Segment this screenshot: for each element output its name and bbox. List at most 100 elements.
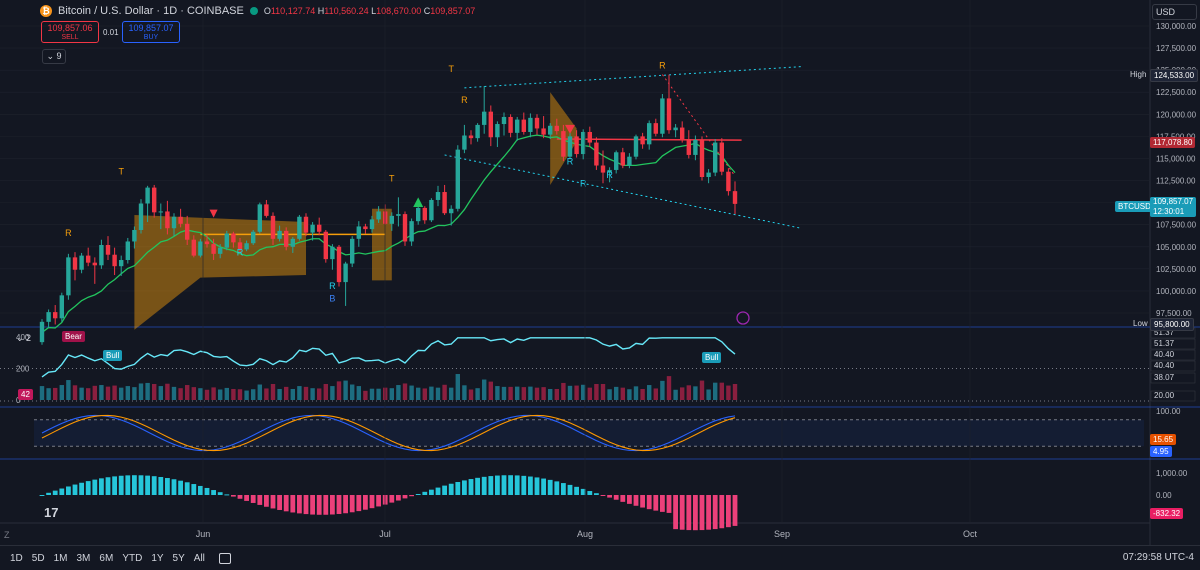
candle-body — [462, 135, 467, 150]
volume-bar — [343, 380, 348, 400]
time-label: Sep — [774, 529, 790, 539]
candle-body — [396, 214, 401, 216]
range-1m[interactable]: 1M — [53, 552, 68, 564]
candle-body — [343, 263, 348, 283]
upper-trendline — [464, 66, 802, 89]
candle-body — [482, 111, 487, 125]
candle-body — [627, 156, 632, 166]
volume-bar — [693, 386, 698, 400]
macd-tag: -832.32 — [1150, 508, 1184, 519]
range-ytd[interactable]: YTD — [122, 552, 143, 564]
calendar-icon[interactable] — [218, 552, 231, 564]
range-5d[interactable]: 5D — [31, 552, 45, 564]
macd-bar — [270, 495, 276, 509]
macd-bar — [422, 491, 428, 495]
volume-bar — [521, 387, 526, 400]
symbol-title[interactable]: Bitcoin / U.S. Dollar · 1D · COINBASE — [58, 5, 244, 17]
macd-bar — [706, 495, 711, 530]
range-3m[interactable]: 3M — [76, 552, 91, 564]
macd-bar — [732, 495, 738, 526]
candle-body — [376, 211, 381, 220]
volume-bar — [204, 389, 210, 400]
candle-body — [673, 127, 678, 131]
candle-body — [409, 221, 414, 242]
volume-bar — [719, 382, 724, 400]
range-1y[interactable]: 1Y — [151, 552, 164, 564]
macd-bar — [165, 478, 170, 495]
volume-bar — [132, 387, 137, 400]
volume-bar — [356, 386, 361, 400]
macd-bar — [468, 479, 474, 495]
signal-marker: R — [580, 179, 587, 189]
down-trendline — [661, 74, 736, 177]
candle-body — [594, 142, 599, 166]
volume-bar — [620, 387, 625, 400]
macd-bar — [290, 495, 296, 513]
macd-bar — [679, 495, 685, 530]
volume-bar — [713, 382, 718, 400]
range-all[interactable]: All — [193, 552, 205, 564]
range-6m[interactable]: 6M — [99, 552, 114, 564]
currency-select[interactable]: USD — [1152, 4, 1197, 20]
macd-bar — [600, 495, 606, 496]
macd-bar — [646, 495, 652, 510]
candle-body — [600, 165, 606, 173]
candle-body — [515, 119, 520, 133]
macd-bar — [409, 495, 414, 497]
candle-body — [468, 135, 474, 139]
macd-bar — [389, 495, 395, 503]
stoch-d-line — [41, 414, 736, 452]
bottom-toolbar: 1D 5D 1M 3M 6M YTD 1Y 5Y All 07:29:58 UT… — [0, 545, 1200, 570]
volume-bar — [171, 386, 177, 400]
macd-bar — [66, 486, 71, 495]
volume-bar — [581, 384, 586, 400]
indicators-toggle[interactable]: ⌄ 9 — [42, 49, 66, 64]
stoch-k-line — [41, 414, 736, 452]
volume-bar — [303, 386, 309, 400]
macd-bar — [138, 475, 144, 495]
candle-body — [402, 214, 408, 242]
macd-bar — [541, 478, 546, 495]
volume-bar — [231, 388, 236, 400]
candle-body — [204, 241, 210, 245]
signal-marker: R — [237, 248, 244, 258]
volume-bar — [666, 376, 672, 400]
macd-bar — [191, 484, 197, 495]
range-5y[interactable]: 5Y — [172, 552, 185, 564]
macd-bar — [376, 495, 381, 507]
candle-body — [231, 233, 236, 243]
clock[interactable]: 07:29:58 UTC-4 — [1122, 552, 1194, 563]
volume-bar — [449, 387, 454, 400]
candle-body — [323, 231, 328, 260]
volume-bar — [468, 389, 474, 400]
sell-button[interactable]: 109,857.06 SELL — [41, 21, 99, 43]
macd-bar — [554, 481, 560, 495]
candle-body — [422, 207, 427, 221]
volume-value: 51.37 — [1154, 328, 1175, 337]
candle-body — [191, 239, 196, 256]
buy-button[interactable]: 109,857.07 BUY — [122, 21, 180, 43]
volume-bar — [191, 387, 196, 400]
candle-body — [303, 216, 309, 233]
macd-bar — [118, 475, 124, 495]
macd-bar — [442, 485, 447, 495]
candle-body — [699, 139, 705, 178]
subpane-toggle[interactable]: ⌄ 2 — [16, 333, 32, 343]
volume-value: 38.07 — [1154, 373, 1175, 382]
volume-bar — [686, 385, 691, 400]
time-label: Oct — [963, 529, 978, 539]
volume-bar — [152, 383, 157, 400]
macd-bar — [547, 479, 553, 495]
macd-bar — [607, 495, 612, 498]
price-tick: 115,000.00 — [1156, 154, 1196, 163]
candle-body — [46, 312, 51, 322]
range-1d[interactable]: 1D — [10, 552, 23, 564]
time-label: Aug — [577, 529, 593, 539]
macd-bar — [283, 495, 289, 512]
zoom-icon[interactable]: Z — [4, 530, 10, 540]
volume-bar — [501, 386, 507, 400]
volume-bar — [640, 388, 645, 400]
moving-average-line — [41, 134, 736, 333]
candle-body — [39, 321, 45, 343]
